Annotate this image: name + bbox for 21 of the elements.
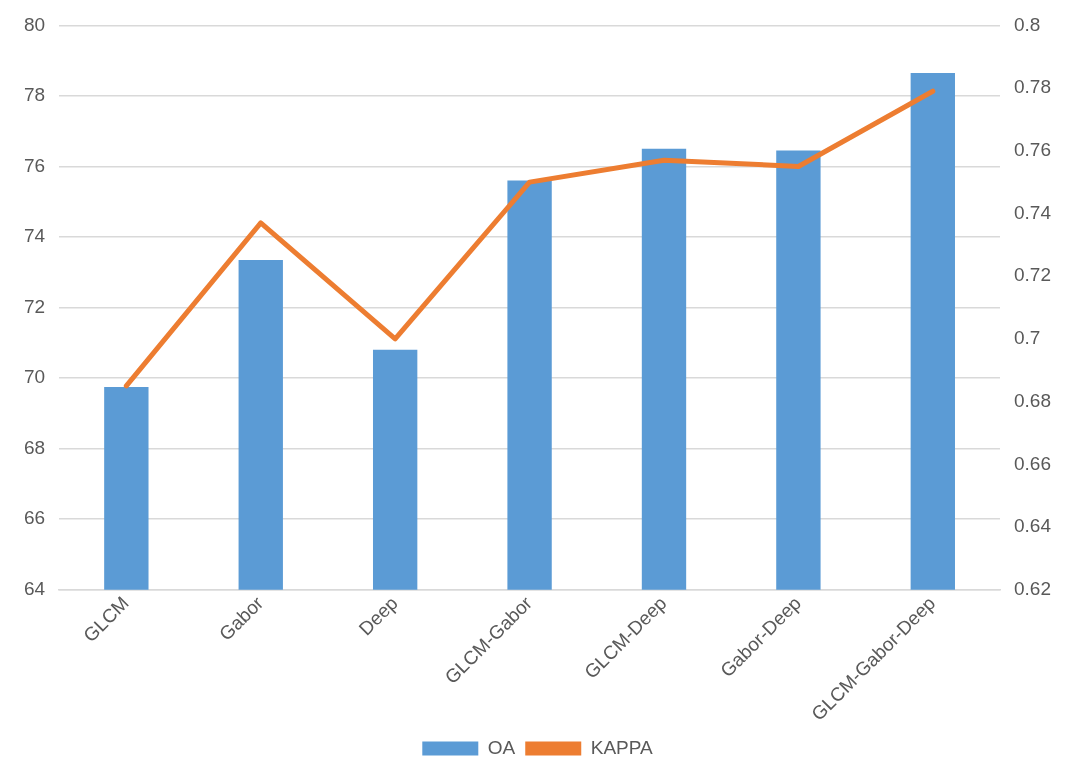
y2-tick-label: 0.66 — [1014, 452, 1051, 474]
y2-tick-label: 0.72 — [1014, 264, 1051, 286]
y-tick-label: 80 — [23, 13, 46, 35]
y-tick-label: 70 — [23, 366, 46, 388]
y-tick-label: 68 — [23, 436, 46, 458]
y2-tick-label: 0.74 — [1014, 201, 1052, 223]
y-tick-label: 74 — [23, 225, 46, 247]
y-tick-label: 76 — [23, 154, 46, 176]
legend-label: KAPPA — [590, 736, 654, 758]
y-tick-label: 66 — [23, 507, 46, 529]
y2-tick-label: 0.62 — [1014, 577, 1051, 599]
y2-tick-label: 0.68 — [1014, 389, 1051, 411]
y2-tick-label: 0.7 — [1014, 327, 1041, 349]
y-tick-label: 78 — [23, 84, 46, 106]
y2-tick-label: 0.64 — [1014, 515, 1052, 537]
y-tick-label: 72 — [23, 295, 46, 317]
y2-tick-label: 0.76 — [1014, 139, 1051, 161]
y-tick-label: 64 — [23, 577, 46, 599]
y2-tick-label: 0.8 — [1014, 13, 1041, 35]
legend-label: OA — [487, 736, 516, 758]
y2-tick-label: 0.78 — [1014, 76, 1051, 98]
